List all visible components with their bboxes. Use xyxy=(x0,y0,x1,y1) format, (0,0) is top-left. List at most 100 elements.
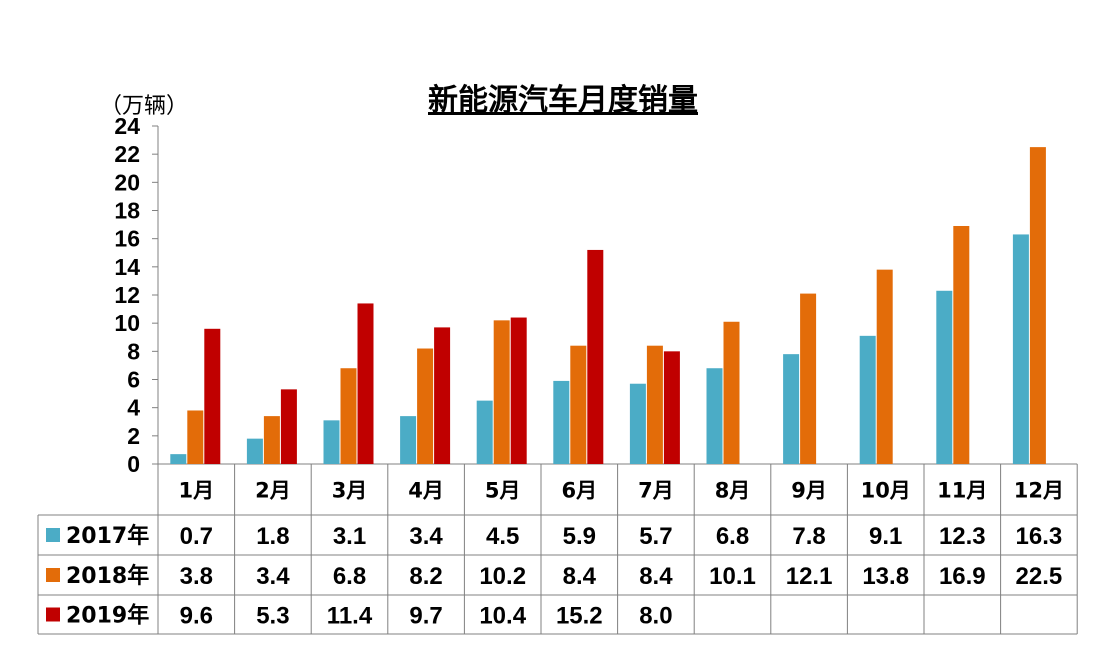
bar-2017年-11月 xyxy=(936,290,953,464)
y-tick-label: 6 xyxy=(127,367,140,393)
bar-2019年-6月 xyxy=(587,249,604,464)
table-grid xyxy=(37,463,1078,635)
bar-2017年-12月 xyxy=(1012,234,1029,464)
data-label: 5.7 xyxy=(639,523,672,550)
data-label: 8.4 xyxy=(639,563,673,590)
data-label: 1.8 xyxy=(256,523,289,550)
bar-2018年-7月 xyxy=(646,345,663,464)
data-label: 9.7 xyxy=(409,603,442,630)
bar-2018年-6月 xyxy=(570,345,587,464)
bar-2019年-1月 xyxy=(204,328,221,464)
y-tick-label: 12 xyxy=(114,282,140,308)
category-label: 3月 xyxy=(332,479,368,503)
bar-2018年-2月 xyxy=(263,416,280,464)
data-label: 12.1 xyxy=(786,563,833,590)
data-label: 8.0 xyxy=(639,603,672,630)
data-label: 0.7 xyxy=(180,523,213,550)
y-tick-label: 18 xyxy=(114,198,140,224)
data-label: 12.3 xyxy=(939,523,986,550)
category-label: 7月 xyxy=(638,479,674,503)
bar-2018年-8月 xyxy=(723,321,740,464)
data-label: 3.8 xyxy=(180,563,213,590)
category-label: 11月 xyxy=(937,479,987,503)
y-tick-label: 10 xyxy=(114,310,140,336)
legend-label-2019年: 2019年 xyxy=(66,603,149,629)
bar-2017年-2月 xyxy=(246,438,263,464)
data-label: 9.1 xyxy=(869,523,902,550)
category-label: 10月 xyxy=(861,479,911,503)
category-label: 4月 xyxy=(408,479,444,503)
data-label: 11.4 xyxy=(327,603,373,630)
data-label: 9.6 xyxy=(180,603,213,630)
bar-2017年-8月 xyxy=(706,368,723,464)
data-label: 13.8 xyxy=(862,563,909,590)
bar-2018年-4月 xyxy=(417,348,434,464)
bar-2019年-7月 xyxy=(663,351,680,464)
bar-2017年-10月 xyxy=(859,335,876,464)
data-label: 10.4 xyxy=(479,603,526,630)
bar-2018年-12月 xyxy=(1029,147,1046,464)
bar-2017年-7月 xyxy=(629,383,646,464)
data-label: 6.8 xyxy=(716,523,749,550)
bar-2017年-1月 xyxy=(170,454,187,464)
category-label: 9月 xyxy=(791,479,827,503)
legend-swatch-2019年 xyxy=(46,607,60,622)
data-label: 15.2 xyxy=(556,603,603,630)
category-label: 12月 xyxy=(1014,479,1064,503)
data-label: 3.4 xyxy=(409,523,443,550)
data-label: 22.5 xyxy=(1016,563,1063,590)
category-label: 8月 xyxy=(715,479,751,503)
data-label: 8.2 xyxy=(409,563,442,590)
bar-2017年-4月 xyxy=(400,416,417,464)
y-tick-label: 4 xyxy=(127,395,140,421)
data-label: 6.8 xyxy=(333,563,366,590)
bar-2018年-1月 xyxy=(187,410,204,464)
category-label: 2月 xyxy=(255,479,291,503)
y-tick-label: 24 xyxy=(114,113,140,139)
bar-2017年-6月 xyxy=(553,380,570,464)
legend-label-2017年: 2017年 xyxy=(66,523,149,549)
legend-label-2018年: 2018年 xyxy=(66,563,149,589)
data-label: 8.4 xyxy=(563,563,597,590)
legend-swatch-2017年 xyxy=(46,528,60,542)
data-label: 10.1 xyxy=(709,563,756,590)
data-label: 5.9 xyxy=(563,523,596,550)
y-tick-label: 16 xyxy=(114,226,140,252)
bar-2018年-10月 xyxy=(876,269,893,464)
chart-title: 新能源汽车月度销量 xyxy=(428,83,698,118)
bar-2018年-3月 xyxy=(340,368,357,464)
y-tick-label: 22 xyxy=(114,141,140,167)
y-tick-label: 20 xyxy=(114,169,140,195)
category-label: 6月 xyxy=(561,479,597,503)
bar-2017年-3月 xyxy=(323,420,340,464)
data-label: 3.1 xyxy=(333,523,366,550)
bar-2017年-5月 xyxy=(476,400,493,464)
y-axis-unit: （万辆） xyxy=(100,94,188,119)
bar-2018年-5月 xyxy=(493,320,510,464)
data-label: 5.3 xyxy=(256,603,289,630)
bar-2018年-11月 xyxy=(953,225,970,464)
bar-2018年-9月 xyxy=(800,293,817,464)
legend-swatch-2018年 xyxy=(46,568,60,582)
category-label: 5月 xyxy=(485,479,521,503)
data-label: 10.2 xyxy=(479,563,526,590)
bar-2019年-4月 xyxy=(434,327,451,464)
data-label: 4.5 xyxy=(486,523,519,550)
data-table: 1月 2月 3月 4月 5月 6月 7月 8月 9月 10月 11月 12月 2017年 0.7 1.8 3.… xyxy=(46,479,1064,630)
bar-2017年-9月 xyxy=(783,354,800,464)
data-label: 3.4 xyxy=(256,563,290,590)
bars xyxy=(170,147,1046,464)
bar-2019年-5月 xyxy=(510,317,527,464)
y-tick-label: 2 xyxy=(127,423,140,449)
data-label: 16.3 xyxy=(1016,523,1063,550)
y-tick-label: 14 xyxy=(114,254,140,280)
bar-2019年-3月 xyxy=(357,303,374,464)
category-label: 1月 xyxy=(178,479,214,503)
y-tick-label: 8 xyxy=(127,338,140,364)
bar-2019年-2月 xyxy=(280,389,297,464)
data-label: 7.8 xyxy=(792,523,825,550)
data-label: 16.9 xyxy=(939,563,986,590)
y-tick-label: 0 xyxy=(127,451,140,477)
